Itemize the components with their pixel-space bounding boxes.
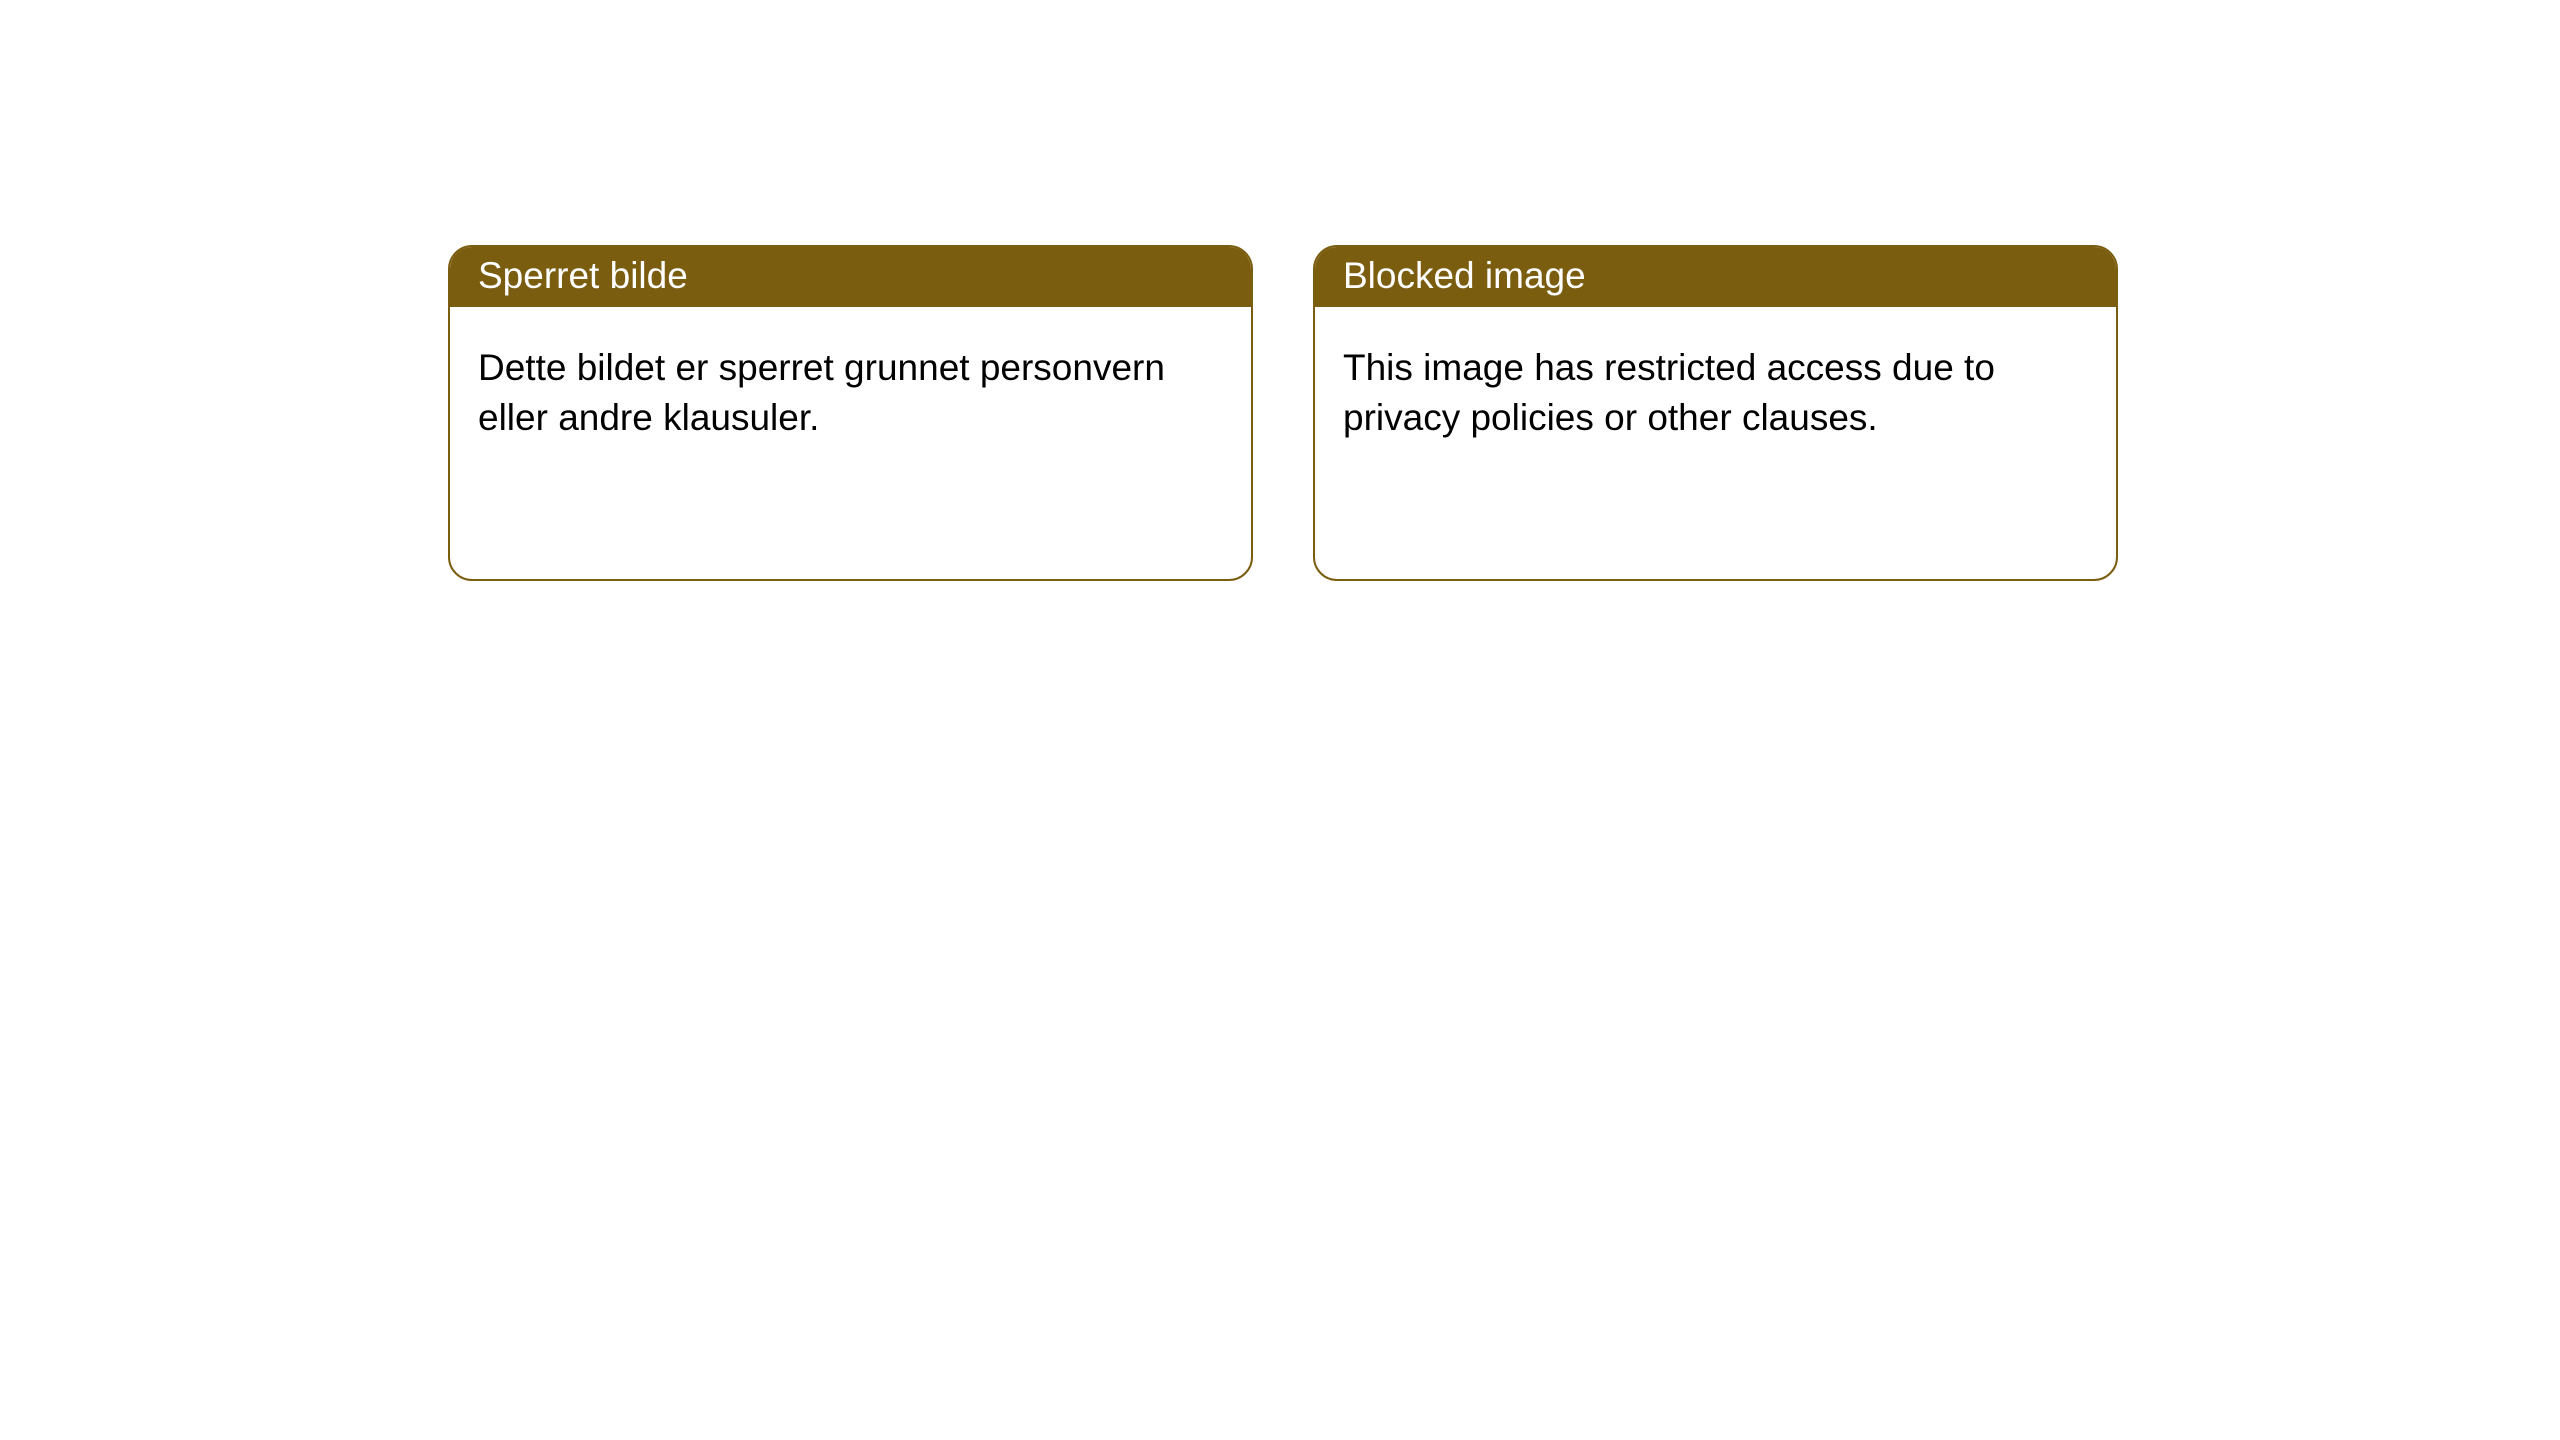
cards-container: Sperret bilde Dette bildet er sperret gr… — [0, 0, 2560, 581]
card-header: Blocked image — [1315, 247, 2116, 307]
card-header: Sperret bilde — [450, 247, 1251, 307]
card-body: This image has restricted access due to … — [1315, 307, 2116, 479]
card-body: Dette bildet er sperret grunnet personve… — [450, 307, 1251, 479]
notice-card-norwegian: Sperret bilde Dette bildet er sperret gr… — [448, 245, 1253, 581]
notice-card-english: Blocked image This image has restricted … — [1313, 245, 2118, 581]
